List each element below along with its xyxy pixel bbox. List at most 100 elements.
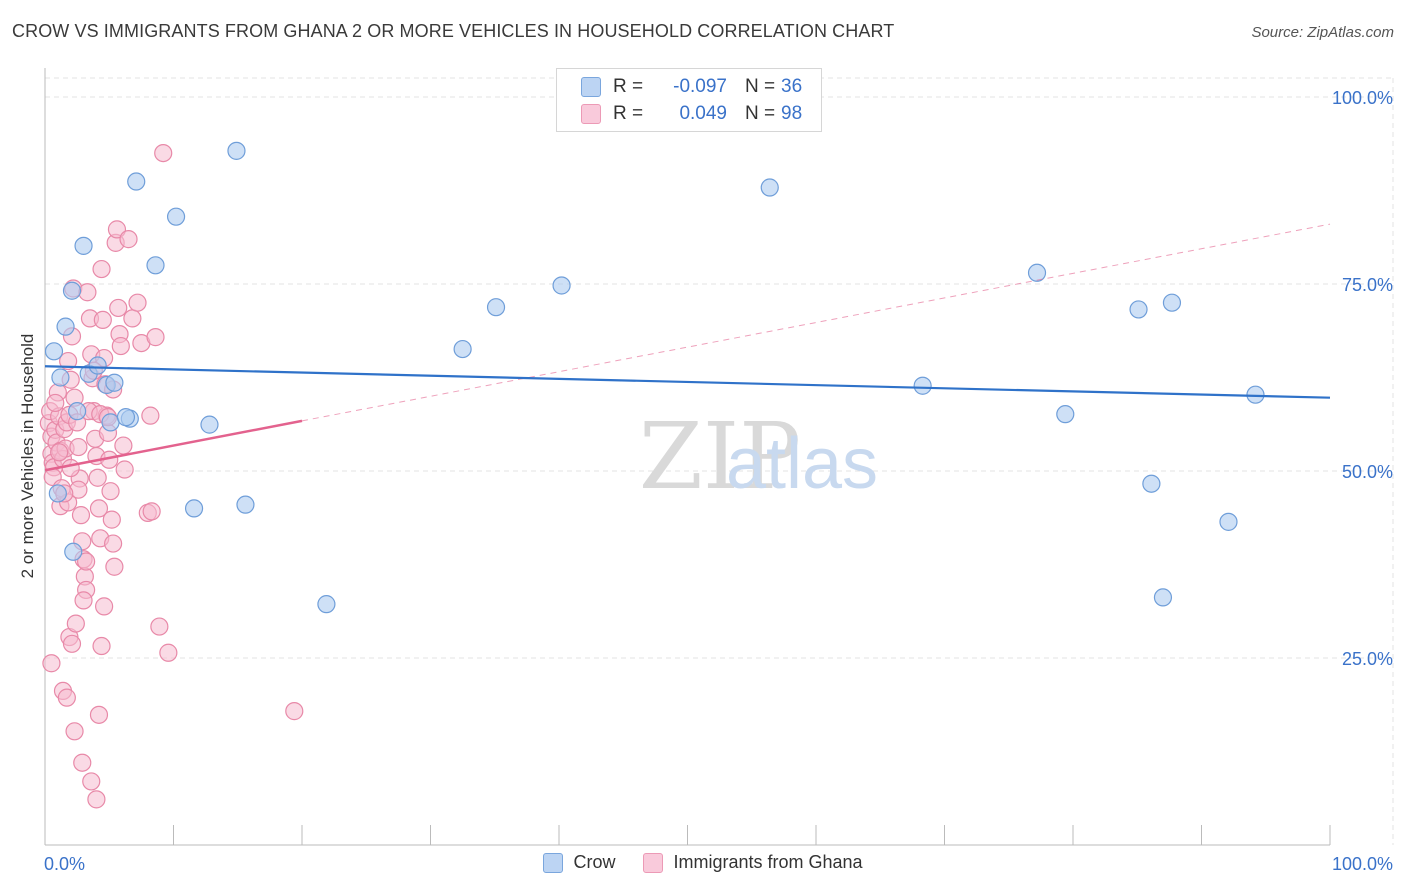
crow-point: [101, 413, 120, 432]
crow-point: [236, 495, 255, 514]
series-legend: Crow Immigrants from Ghana: [0, 852, 1406, 873]
crow-point: [1129, 300, 1148, 319]
crow-point: [1162, 293, 1182, 312]
crow-point: [74, 236, 93, 255]
ghana-swatch: [581, 104, 601, 124]
crow-point: [913, 376, 932, 395]
legend-item-crow[interactable]: Crow: [543, 852, 615, 873]
ghana-point: [107, 220, 127, 239]
crow-n-label: N =: [745, 76, 776, 97]
ghana-point: [93, 310, 112, 330]
crow-point: [68, 402, 87, 421]
ghana-point: [89, 499, 109, 518]
legend-row-crow: R = -0.097 N = 36: [581, 74, 802, 100]
crow-legend-label: Crow: [573, 852, 616, 872]
trend-lines: [44, 223, 1331, 472]
ghana-point: [95, 597, 114, 616]
ghana-point: [115, 460, 134, 479]
crow-r-label: R =: [613, 76, 644, 97]
crow-point: [200, 415, 219, 434]
gridlines: [45, 77, 1394, 845]
ghana-point: [82, 772, 101, 791]
ghana-point: [101, 482, 120, 501]
correlation-legend: R = -0.097 N = 36 R = 0.049 N = 98: [556, 68, 822, 132]
crow-points: [44, 141, 1265, 614]
ghana-trend-extension: [301, 223, 1331, 422]
y-tick-label: 50.0%: [1342, 462, 1393, 482]
ghana-point: [92, 259, 111, 279]
ghana-point: [111, 336, 130, 356]
ghana-point: [105, 557, 124, 576]
y-tick-label: 100.0%: [1332, 88, 1393, 108]
ghana-point: [87, 790, 106, 809]
crow-point: [56, 317, 75, 336]
crow-point: [1142, 474, 1161, 493]
ghana-point: [128, 293, 147, 312]
ghana-point: [114, 436, 133, 455]
chart-title: CROW VS IMMIGRANTS FROM GHANA 2 OR MORE …: [12, 21, 895, 41]
y-tick-label: 75.0%: [1342, 275, 1393, 295]
ghana-point: [71, 506, 91, 525]
crow-point: [105, 373, 124, 392]
crow-swatch: [581, 77, 601, 97]
crow-point: [1056, 405, 1075, 424]
ghana-point: [74, 591, 93, 610]
ghana-point: [77, 552, 96, 571]
crow-trend-line: [44, 365, 1331, 399]
crow-point: [48, 484, 67, 503]
watermark-zip: ZIP: [639, 403, 801, 510]
x-tick-label: 0.0%: [44, 854, 85, 874]
crow-point: [51, 368, 70, 387]
crow-point: [1027, 263, 1047, 282]
crow-point: [64, 542, 83, 561]
ghana-point: [88, 468, 107, 487]
crow-point: [127, 172, 146, 191]
crow-point: [62, 281, 82, 300]
ghana-point: [73, 753, 92, 772]
crow-point: [166, 207, 186, 226]
crow-legend-swatch: [543, 852, 564, 873]
watermark-atlas: atlas: [726, 424, 878, 504]
y-tick-label: 25.0%: [1342, 649, 1393, 669]
ghana-point: [285, 702, 304, 721]
ghana-point: [69, 437, 88, 457]
ghana-point: [66, 614, 85, 633]
crow-point: [146, 256, 165, 275]
ghana-point: [104, 534, 123, 553]
ghana-point: [78, 283, 97, 302]
ghana-point: [159, 643, 178, 662]
ghana-point: [89, 705, 109, 724]
ghana-r-label: R =: [613, 103, 644, 124]
ghana-legend-swatch: [643, 852, 664, 873]
crow-point: [760, 178, 779, 197]
ghana-n-value: 98: [781, 103, 803, 124]
ghana-point: [150, 617, 169, 636]
ghana-point: [123, 309, 142, 328]
crow-point: [184, 499, 204, 518]
ghana-point: [65, 722, 84, 741]
crow-point: [116, 408, 136, 427]
ghana-legend-label: Immigrants from Ghana: [673, 852, 863, 872]
ghana-point: [61, 458, 80, 478]
crow-n-value: 36: [781, 76, 803, 97]
axis-tick-labels: 100.0% 75.0% 50.0% 25.0% 0.0% 100.0%: [44, 88, 1393, 874]
ghana-point: [109, 298, 128, 318]
legend-item-ghana[interactable]: Immigrants from Ghana: [643, 852, 863, 873]
ghana-r-value: 0.049: [679, 103, 727, 124]
ghana-point: [119, 230, 138, 249]
ghana-n-label: N =: [745, 103, 776, 124]
crow-point: [227, 141, 246, 160]
ghana-point: [154, 144, 173, 163]
ghana-point: [50, 443, 69, 462]
crow-point: [552, 276, 571, 295]
crow-point: [1219, 512, 1238, 531]
crow-point: [486, 298, 506, 317]
ghana-point: [141, 406, 160, 425]
crow-point: [44, 342, 64, 361]
ghana-point: [146, 328, 165, 347]
crow-point: [317, 595, 336, 614]
crow-point: [1153, 588, 1173, 607]
ghana-trend-line: [44, 419, 303, 472]
ghana-point: [57, 688, 76, 707]
